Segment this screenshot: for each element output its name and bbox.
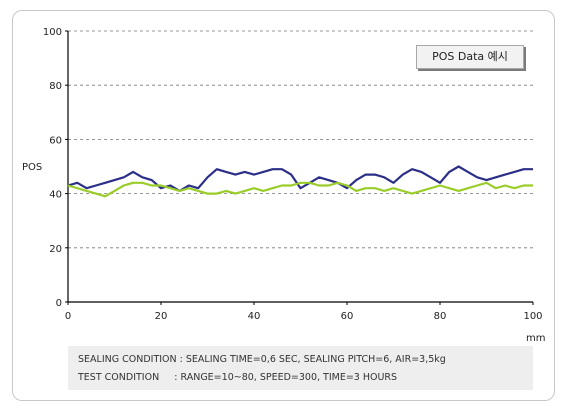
- conditions-panel: SEALING CONDITION : SEALING TIME=0,6 SEC…: [68, 346, 533, 390]
- y-tick-label: 60: [49, 135, 62, 146]
- legend-box: POS Data 예시: [416, 45, 524, 69]
- x-tick-label: 80: [434, 311, 447, 322]
- axes: [65, 30, 534, 305]
- y-tick-label: 80: [49, 81, 62, 92]
- series-line-1: [67, 165, 533, 192]
- test-condition-text: TEST CONDITION : RANGE=10~80, SPEED=300,…: [78, 372, 398, 383]
- sealing-condition-text: SEALING CONDITION : SEALING TIME=0,6 SEC…: [78, 354, 446, 365]
- y-axis-label: POS: [22, 162, 42, 173]
- x-tick-label: 0: [65, 311, 71, 322]
- y-tick-labels: 0 20 40 60 80 100: [43, 27, 62, 309]
- y-tick-label: 40: [49, 190, 62, 201]
- series-line-2: [67, 181, 533, 198]
- chart-frame: [12, 10, 555, 401]
- x-axis-unit: mm: [526, 333, 545, 344]
- y-tick-label: 20: [49, 244, 62, 255]
- y-tick-label: 100: [43, 27, 62, 38]
- x-tick-label: 60: [341, 311, 354, 322]
- x-tick-labels: 0 20 40 60 80 100: [65, 311, 543, 322]
- x-tick-label: 100: [523, 311, 542, 322]
- x-tick-label: 20: [155, 311, 168, 322]
- series-lines: [67, 165, 533, 198]
- x-tick-label: 40: [248, 311, 261, 322]
- y-tick-label: 0: [56, 298, 62, 309]
